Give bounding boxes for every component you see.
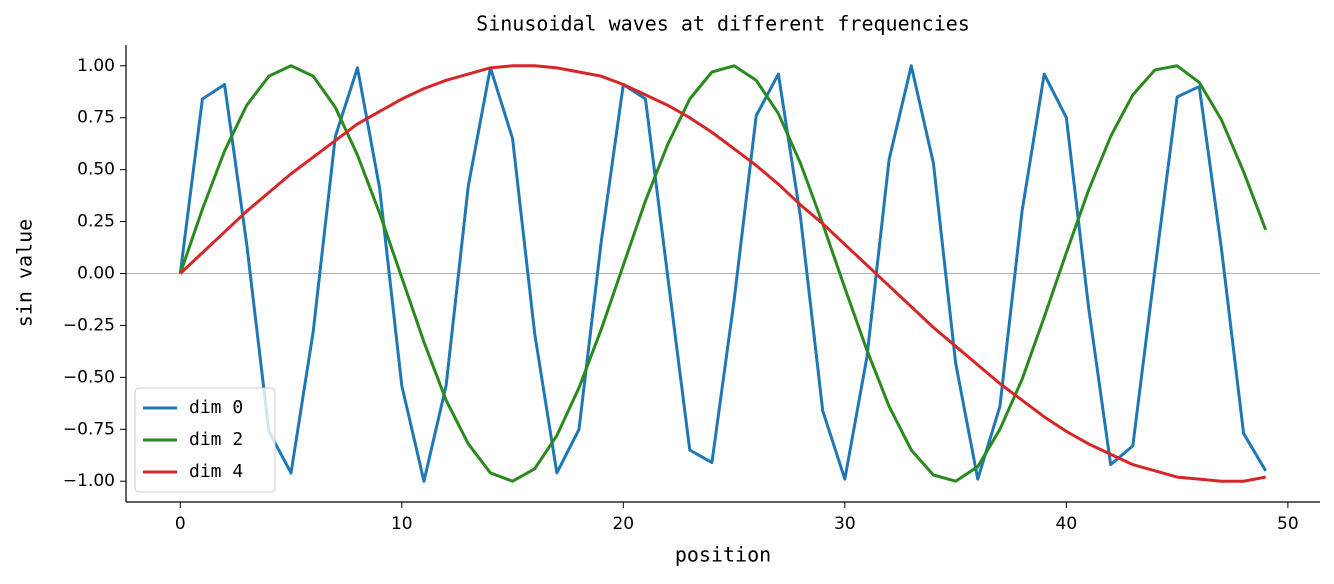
y-tick-label: −0.75 xyxy=(63,419,115,439)
y-tick-label: −0.50 xyxy=(63,367,115,387)
y-axis-label: sin value xyxy=(13,219,37,327)
legend-label: dim 2 xyxy=(189,429,243,450)
y-tick-label: 0.25 xyxy=(77,212,115,232)
y-tick-label: 0.00 xyxy=(77,264,115,284)
chart-title: Sinusoidal waves at different frequencie… xyxy=(476,12,970,36)
x-tick-label: 20 xyxy=(612,514,634,534)
x-tick-label: 30 xyxy=(834,514,856,534)
y-tick-label: 0.50 xyxy=(77,160,115,180)
y-tick-label: −0.25 xyxy=(63,315,115,335)
line-series xyxy=(178,64,1268,483)
legend-label: dim 4 xyxy=(189,461,243,482)
line-series xyxy=(179,64,1267,483)
y-tick-label: 0.75 xyxy=(77,108,115,128)
x-axis-label: position xyxy=(675,543,771,567)
y-tick-label: 1.00 xyxy=(77,56,115,76)
x-tick-label: 0 xyxy=(175,514,186,534)
x-tick-label: 40 xyxy=(1056,514,1078,534)
x-tick-label: 50 xyxy=(1277,514,1299,534)
legend: dim 0 dim 2 dim 4 xyxy=(134,387,276,493)
line-series xyxy=(178,64,1268,483)
legend-box xyxy=(134,387,276,493)
y-tick-label: −1.00 xyxy=(63,471,115,491)
x-tick-label: 10 xyxy=(391,514,413,534)
legend-label: dim 0 xyxy=(189,397,243,418)
